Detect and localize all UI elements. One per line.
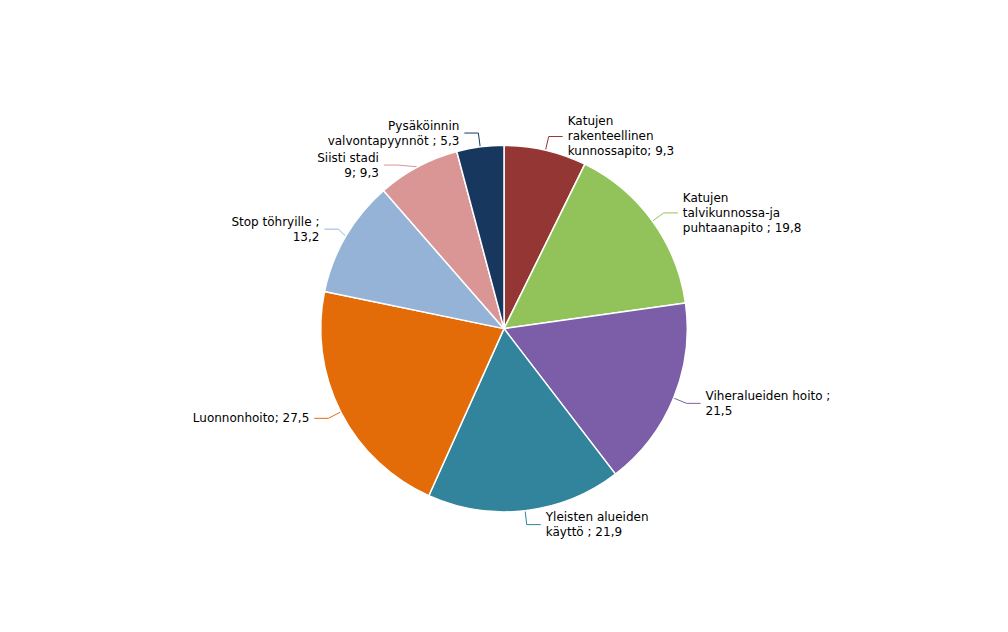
svg-text:9; 9,3: 9; 9,3	[344, 166, 379, 180]
svg-text:talvikunnossa-ja: talvikunnossa-ja	[683, 206, 780, 220]
svg-text:Luonnonhoito; 27,5: Luonnonhoito; 27,5	[193, 411, 309, 425]
svg-text:21,5: 21,5	[706, 404, 733, 418]
svg-text:Yleisten alueiden: Yleisten alueiden	[545, 510, 649, 524]
svg-text:Siisti stadi: Siisti stadi	[317, 151, 379, 165]
svg-text:Katujen: Katujen	[568, 114, 614, 128]
svg-text:kunnossapito; 9,3: kunnossapito; 9,3	[568, 144, 675, 158]
svg-text:Viheralueiden hoito ;: Viheralueiden hoito ;	[706, 389, 831, 403]
svg-text:käyttö ; 21,9: käyttö ; 21,9	[546, 525, 622, 539]
svg-text:Stop töhryille ;: Stop töhryille ;	[231, 215, 319, 229]
svg-text:valvontapyynnöt ; 5,3: valvontapyynnöt ; 5,3	[328, 134, 460, 148]
svg-text:puhtaanapito ; 19,8: puhtaanapito ; 19,8	[683, 221, 802, 235]
svg-text:13,2: 13,2	[293, 230, 320, 244]
svg-text:Pysäköinnin: Pysäköinnin	[388, 119, 459, 133]
svg-text:Katujen: Katujen	[683, 191, 729, 205]
svg-text:rakenteellinen: rakenteellinen	[568, 129, 654, 143]
